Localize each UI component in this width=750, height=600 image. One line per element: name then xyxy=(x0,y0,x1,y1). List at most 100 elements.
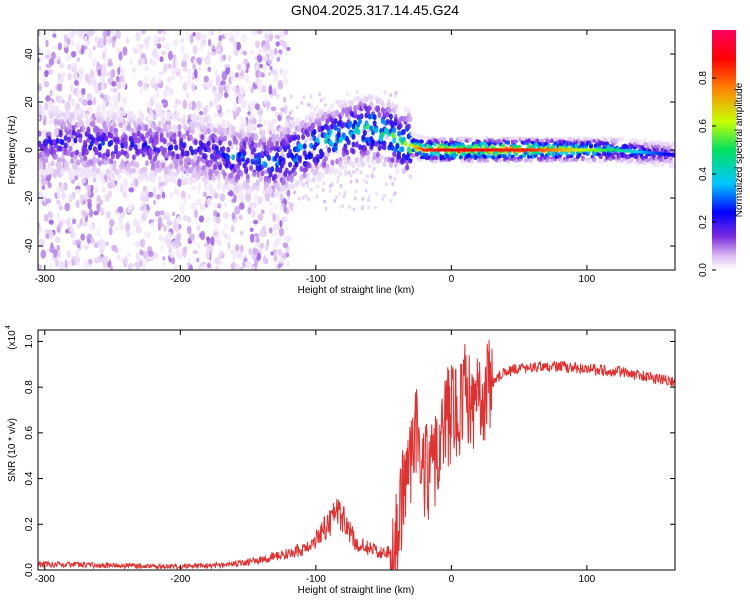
heatmap-cell xyxy=(349,99,354,106)
heatmap-cell xyxy=(240,69,245,79)
heatmap-cell xyxy=(38,191,44,200)
heatmap-cell xyxy=(111,80,117,87)
heatmap-cell xyxy=(156,194,161,200)
heatmap-cell xyxy=(214,257,220,265)
heatmap-cell xyxy=(248,248,252,256)
heatmap-cell xyxy=(190,149,195,156)
heatmap-cell xyxy=(38,64,42,72)
heatmap-cell xyxy=(106,71,111,77)
heatmap-cell xyxy=(192,249,199,255)
heatmap-cell xyxy=(637,139,642,144)
heatmap-cell xyxy=(58,164,63,171)
heatmap-cell xyxy=(38,96,41,101)
heatmap-cell xyxy=(530,136,535,141)
heatmap-cell xyxy=(152,186,157,194)
heatmap-cell xyxy=(203,153,208,160)
heatmap-cell xyxy=(405,158,410,165)
heatmap-cell xyxy=(361,204,365,209)
heatmap-cell xyxy=(222,54,226,61)
heatmap-cell xyxy=(342,194,346,199)
heatmap-cell xyxy=(383,90,387,95)
heatmap-cell xyxy=(266,125,271,132)
heatmap-cell xyxy=(284,182,289,189)
heatmap-cell xyxy=(286,260,291,268)
heatmap-cell xyxy=(447,142,452,147)
heatmap-cell xyxy=(60,169,65,176)
heatmap-cell xyxy=(372,159,377,166)
heatmap-cell xyxy=(141,166,148,174)
heatmap-cell xyxy=(59,62,65,69)
heatmap-cell xyxy=(275,41,280,47)
heatmap-cell xyxy=(358,118,363,125)
heatmap-cell xyxy=(211,174,216,181)
heatmap-cell xyxy=(175,216,182,224)
heatmap-cell xyxy=(250,86,255,94)
heatmap-cell xyxy=(175,153,180,160)
heatmap-cell xyxy=(267,59,273,65)
heatmap-cell xyxy=(268,186,273,193)
heatmap-cell xyxy=(307,172,311,177)
heatmap-cell xyxy=(192,161,197,168)
heatmap-cell xyxy=(497,158,502,163)
heatmap-cell xyxy=(600,159,605,164)
heatmap-cell xyxy=(382,144,387,151)
heatmap-cell xyxy=(397,130,402,137)
heatmap-cell xyxy=(265,145,270,152)
heatmap-cell xyxy=(235,144,239,152)
heatmap-cell xyxy=(107,190,113,198)
heatmap-cell xyxy=(109,132,114,139)
heatmap-cell xyxy=(226,186,231,193)
heatmap-cell xyxy=(218,240,222,247)
heatmap-cell xyxy=(380,118,385,125)
heatmap-cell xyxy=(70,158,75,165)
heatmap-cell xyxy=(233,184,240,194)
heatmap-cell xyxy=(167,124,172,131)
heatmap-cell xyxy=(309,136,313,141)
heatmap-cell xyxy=(65,53,71,62)
heatmap-cell xyxy=(283,30,289,36)
heatmap-cell xyxy=(248,113,254,120)
heatmap-cell xyxy=(172,132,177,139)
heatmap-cell xyxy=(163,225,167,232)
heatmap-cell xyxy=(246,62,250,69)
heatmap-cell xyxy=(182,113,187,120)
heatmap-cell xyxy=(142,238,146,248)
heatmap-cell xyxy=(193,68,198,79)
heatmap-cell xyxy=(243,257,248,262)
heatmap-cell xyxy=(55,106,60,113)
heatmap-cell xyxy=(180,44,185,54)
heatmap-cell xyxy=(370,173,374,178)
heatmap-cell xyxy=(101,178,106,185)
heatmap-cell xyxy=(320,125,325,132)
heatmap-cell xyxy=(301,133,306,140)
heatmap-cell xyxy=(252,125,257,132)
bottom-y-axis-label: SNR (10 * v/v) xyxy=(7,418,18,482)
heatmap-cell xyxy=(245,74,250,84)
heatmap-cell xyxy=(58,145,63,152)
heatmap-cell xyxy=(105,121,110,128)
heatmap-cell xyxy=(56,199,61,205)
heatmap-cell xyxy=(305,131,310,138)
y-tick-label: 0.0 xyxy=(24,563,35,577)
heatmap-cell xyxy=(533,142,538,147)
heatmap-cell xyxy=(154,216,158,223)
heatmap-cell xyxy=(455,137,460,142)
heatmap-cell xyxy=(289,174,294,181)
heatmap-cell xyxy=(336,175,340,180)
heatmap-cell xyxy=(154,167,159,174)
heatmap-cell xyxy=(177,124,182,131)
heatmap-cell xyxy=(71,124,76,131)
heatmap-cell xyxy=(214,137,219,144)
heatmap-cell xyxy=(237,157,242,164)
heatmap-cell xyxy=(380,107,385,114)
heatmap-cell xyxy=(110,175,115,182)
heatmap-cell xyxy=(127,204,134,210)
y-tick-label: -20 xyxy=(24,190,35,205)
heatmap-cell xyxy=(160,244,164,251)
heatmap-cell xyxy=(166,219,173,227)
heatmap-cell xyxy=(203,75,210,83)
heatmap-cell xyxy=(278,166,283,173)
heatmap-cell xyxy=(128,187,135,193)
heatmap-cell xyxy=(252,247,258,255)
heatmap-cell xyxy=(172,138,177,145)
